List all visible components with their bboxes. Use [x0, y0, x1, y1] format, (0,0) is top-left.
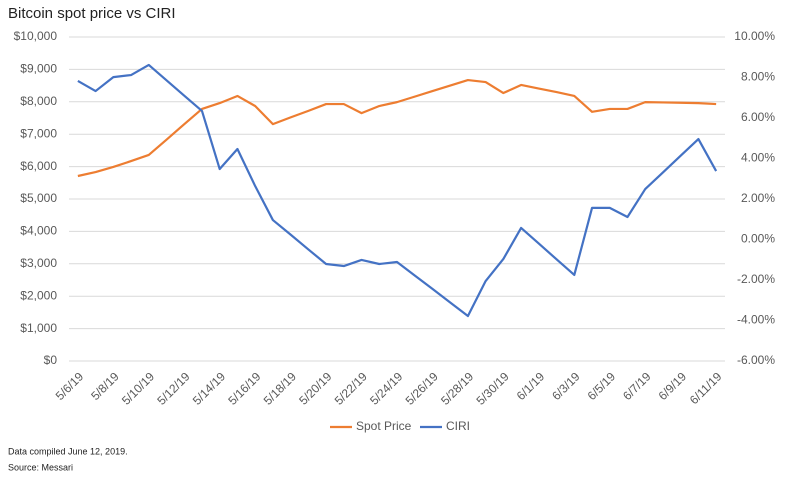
y-tick-label: $7,000 — [20, 126, 57, 140]
y-tick-label: $9,000 — [20, 62, 57, 76]
y-tick-label: $8,000 — [20, 94, 57, 108]
y-tick-label: $1,000 — [20, 321, 57, 335]
y2-tick-label: -4.00% — [737, 313, 775, 327]
y2-tick-label: -2.00% — [737, 272, 775, 286]
x-tick-label: 6/5/19 — [585, 369, 619, 403]
y-tick-label: $10,000 — [14, 29, 58, 43]
x-tick-label: 6/11/19 — [687, 369, 725, 407]
x-tick-label: 5/30/19 — [474, 369, 512, 407]
y2-tick-label: 10.00% — [734, 29, 775, 43]
y2-tick-label: 2.00% — [741, 191, 775, 205]
x-tick-label: 6/9/19 — [656, 369, 690, 403]
x-tick-label: 6/3/19 — [549, 369, 583, 403]
x-tick-label: 5/18/19 — [261, 369, 299, 407]
y2-tick-label: 0.00% — [741, 232, 775, 246]
note: Source: Messari — [8, 462, 73, 472]
x-tick-label: 5/26/19 — [403, 369, 441, 407]
y-tick-label: $0 — [44, 353, 58, 367]
x-tick-label: 5/16/19 — [225, 369, 263, 407]
legend-label: CIRI — [446, 419, 470, 433]
y2-tick-label: 8.00% — [741, 70, 775, 84]
note: Data compiled June 12, 2019. — [8, 446, 128, 456]
x-tick-label: 6/1/19 — [514, 369, 548, 403]
series-line — [77, 78, 717, 178]
x-tick-label: 5/10/19 — [119, 369, 157, 407]
legend-label: Spot Price — [356, 419, 412, 433]
x-tick-label: 5/8/19 — [88, 369, 122, 403]
x-tick-label: 5/28/19 — [438, 369, 476, 407]
y2-tick-label: 4.00% — [741, 151, 775, 165]
x-tick-label: 5/14/19 — [190, 369, 228, 407]
y-tick-label: $6,000 — [20, 159, 57, 173]
y-tick-label: $5,000 — [20, 191, 57, 205]
x-tick-label: 5/22/19 — [332, 369, 370, 407]
x-tick-label: 5/6/19 — [53, 369, 87, 403]
x-tick-label: 6/7/19 — [620, 369, 654, 403]
y-tick-label: $3,000 — [20, 256, 57, 270]
y-tick-label: $2,000 — [20, 288, 57, 302]
x-tick-label: 5/12/19 — [154, 369, 192, 407]
y2-tick-label: 6.00% — [741, 110, 775, 124]
chart-title: Bitcoin spot price vs CIRI — [8, 5, 176, 22]
y-tick-label: $4,000 — [20, 224, 57, 238]
y2-tick-label: -6.00% — [737, 353, 775, 367]
x-tick-label: 5/24/19 — [367, 369, 405, 407]
series-line — [77, 63, 718, 318]
x-tick-label: 5/20/19 — [296, 369, 334, 407]
